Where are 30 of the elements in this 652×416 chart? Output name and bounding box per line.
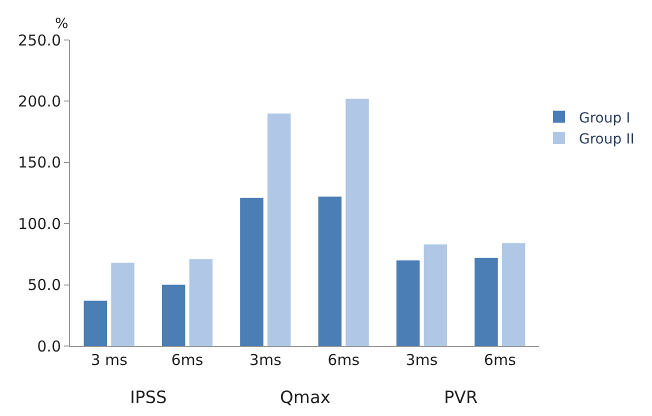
y-tick-label: 200.0 (18, 92, 61, 110)
text: Qmax (280, 388, 330, 408)
bar (84, 300, 108, 346)
bar (424, 244, 448, 346)
bar (162, 284, 186, 346)
x-tick-label: 6ms (328, 351, 360, 369)
bar (189, 259, 213, 346)
y-tick-label: 100.0 (18, 214, 61, 233)
y-tick-label: 50.0 (28, 276, 61, 294)
x-tick-label: 3ms (406, 351, 438, 369)
bar (346, 98, 369, 346)
y-tick-label: 250.0 (18, 31, 61, 50)
bar (318, 196, 342, 346)
text: PVR (444, 388, 478, 408)
y-axis-title: % (55, 16, 68, 32)
text: IPSS (130, 388, 167, 408)
y-tick-label: 150.0 (18, 154, 61, 172)
bar (111, 262, 134, 346)
bar (474, 258, 498, 346)
bar (502, 243, 526, 346)
bar (240, 198, 264, 346)
x-tick-label: 3 ms (90, 351, 128, 369)
legend-label: Group I (579, 110, 630, 126)
bar (396, 260, 420, 346)
y-tick-label: 0.0 (37, 337, 61, 356)
x-tick-label: 6ms (484, 351, 516, 369)
bar (267, 113, 291, 346)
legend-label: Group II (579, 131, 634, 148)
x-tick-label: 6ms (171, 351, 204, 369)
x-tick-label: 3ms (249, 351, 282, 369)
